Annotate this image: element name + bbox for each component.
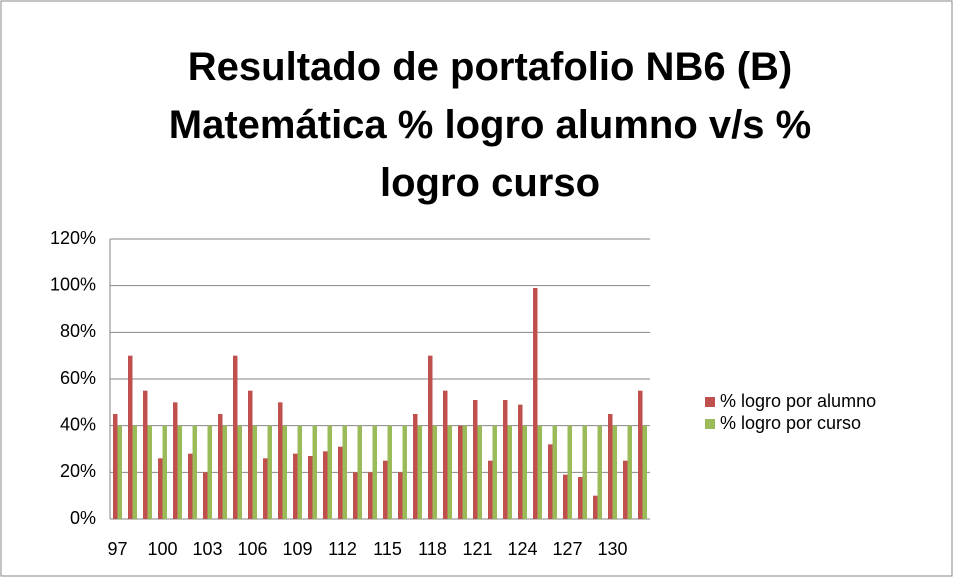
- legend-swatch: [705, 397, 715, 407]
- bar: [203, 472, 208, 519]
- x-tick-label: 130: [597, 539, 627, 559]
- bar: [417, 425, 422, 519]
- bar: [237, 425, 242, 519]
- bar: [297, 425, 302, 519]
- bar: [492, 425, 497, 519]
- x-tick-label: 109: [282, 539, 312, 559]
- bar: [282, 425, 287, 519]
- bar: [473, 400, 478, 519]
- legend-swatch: [705, 419, 715, 429]
- bar: [582, 425, 587, 519]
- y-tick-label: 120%: [50, 228, 96, 248]
- bar: [432, 425, 437, 519]
- bar: [222, 425, 227, 519]
- x-tick-label: 112: [328, 539, 357, 559]
- bar: [128, 355, 133, 519]
- bar: [233, 355, 238, 519]
- bar: [627, 425, 632, 519]
- bar: [402, 425, 407, 519]
- bar: [567, 425, 572, 519]
- bar: [132, 425, 137, 519]
- x-tick-label: 103: [192, 539, 222, 559]
- bar: [548, 444, 553, 519]
- bar: [147, 425, 152, 519]
- bar: [312, 425, 317, 519]
- bar: [522, 425, 527, 519]
- bar: [263, 458, 268, 519]
- bar: [293, 453, 298, 519]
- y-tick-label: 80%: [60, 321, 96, 341]
- bar: [173, 402, 178, 519]
- y-tick-label: 20%: [60, 461, 96, 481]
- bar: [488, 460, 493, 519]
- bar: [642, 425, 647, 519]
- y-tick-label: 0%: [70, 508, 96, 528]
- bar: [608, 414, 613, 519]
- bar: [533, 288, 538, 519]
- bar: [368, 472, 373, 519]
- bar: [552, 425, 557, 519]
- bar: [252, 425, 257, 519]
- bar: [323, 451, 328, 519]
- bar: [383, 460, 388, 519]
- bar: [447, 425, 452, 519]
- legend-label: % logro por alumno: [720, 391, 876, 411]
- y-tick-label: 60%: [60, 368, 96, 388]
- bar: [477, 425, 482, 519]
- bar: [443, 390, 448, 519]
- bar: [353, 472, 358, 519]
- y-tick-label: 100%: [50, 274, 96, 294]
- bar: [192, 425, 197, 519]
- x-tick-label: 121: [462, 539, 492, 559]
- bar: [372, 425, 377, 519]
- legend-label: % logro por curso: [720, 413, 861, 433]
- bar: [158, 458, 163, 519]
- x-tick-label: 100: [147, 539, 177, 559]
- bar: [612, 425, 617, 519]
- bar: [143, 390, 148, 519]
- bar: [537, 425, 542, 519]
- chart-title: Resultado de portafolio NB6 (B) Matemáti…: [168, 45, 812, 205]
- bar: [563, 474, 568, 519]
- bar: [357, 425, 362, 519]
- x-tick-label: 127: [552, 539, 582, 559]
- bar: [462, 425, 467, 519]
- bar: [113, 414, 118, 519]
- bar: [342, 425, 347, 519]
- x-tick-label: 106: [237, 539, 267, 559]
- bar: [623, 460, 628, 519]
- bar: [188, 453, 193, 519]
- bar: [162, 425, 167, 519]
- bar: [458, 425, 463, 519]
- x-tick-label: 97: [107, 539, 127, 559]
- x-tick-label: 118: [418, 539, 447, 559]
- bar: [338, 446, 343, 519]
- bar: [387, 425, 392, 519]
- bar: [503, 400, 508, 519]
- x-tick-label: 124: [507, 539, 537, 559]
- bar: [207, 425, 212, 519]
- bar: [593, 495, 598, 519]
- bar: [413, 414, 418, 519]
- bar: [638, 390, 643, 519]
- bar: [117, 425, 122, 519]
- bar: [308, 456, 313, 519]
- bar: [218, 414, 223, 519]
- bar: [278, 402, 283, 519]
- bar: [177, 425, 182, 519]
- bar: [518, 404, 523, 519]
- bar: [578, 477, 583, 519]
- y-tick-label: 40%: [60, 414, 96, 434]
- bar: [428, 355, 433, 519]
- bar: [267, 425, 272, 519]
- bar: [597, 425, 602, 519]
- x-tick-label: 115: [373, 539, 402, 559]
- bar: [398, 472, 403, 519]
- bar: [327, 425, 332, 519]
- bar: [507, 425, 512, 519]
- bar: [248, 390, 253, 519]
